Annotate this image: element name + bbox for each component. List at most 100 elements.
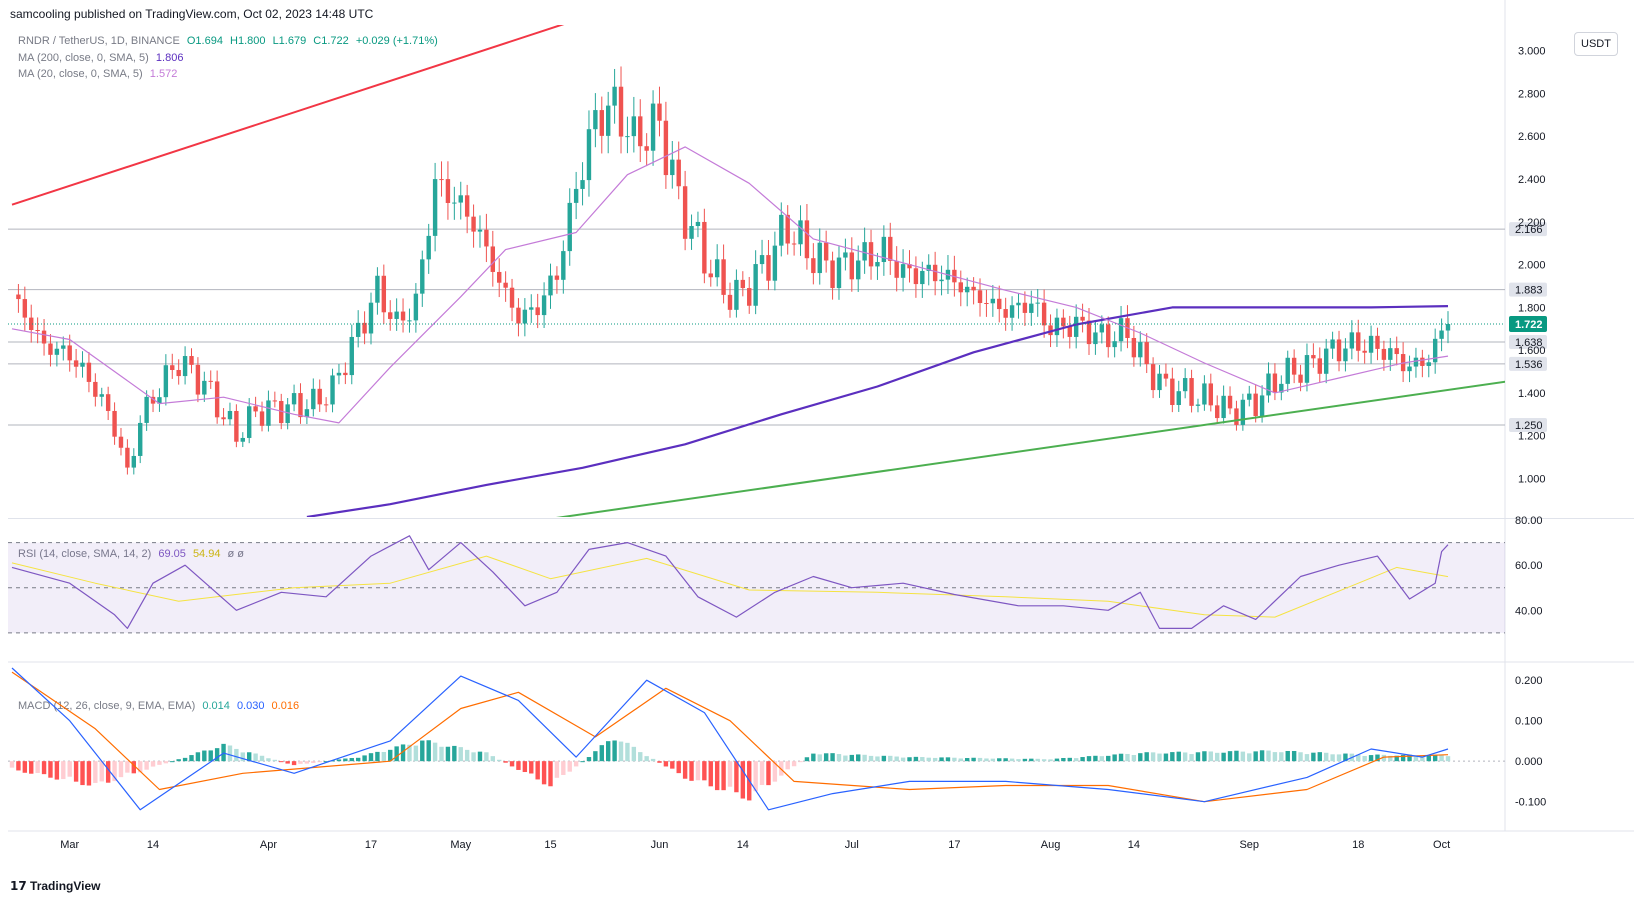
candle-body[interactable] bbox=[856, 260, 861, 280]
support-trendline[interactable] bbox=[518, 378, 1531, 523]
symbol-label[interactable]: RNDR / TetherUS, 1D, BINANCE bbox=[18, 35, 180, 47]
candle-body[interactable] bbox=[1144, 342, 1149, 365]
candle-body[interactable] bbox=[138, 422, 143, 456]
candle-body[interactable] bbox=[1022, 302, 1028, 313]
candle-body[interactable] bbox=[1240, 399, 1246, 425]
candle-body[interactable] bbox=[1150, 364, 1156, 391]
candle-body[interactable] bbox=[823, 242, 829, 261]
candle-body[interactable] bbox=[1163, 373, 1169, 379]
ma20-line[interactable] bbox=[11, 146, 1449, 424]
candle-body[interactable] bbox=[131, 455, 137, 468]
candle-body[interactable] bbox=[336, 372, 342, 376]
candle-body[interactable] bbox=[426, 235, 431, 260]
candle-body[interactable] bbox=[561, 251, 566, 280]
candle-body[interactable] bbox=[875, 262, 880, 267]
candle-body[interactable] bbox=[920, 270, 925, 285]
candle-body[interactable] bbox=[1093, 332, 1098, 345]
candle-body[interactable] bbox=[586, 129, 592, 181]
candle-body[interactable] bbox=[990, 298, 996, 304]
candle-body[interactable] bbox=[464, 195, 470, 217]
candle-body[interactable] bbox=[593, 110, 598, 130]
candle-body[interactable] bbox=[894, 260, 899, 278]
macd-legend[interactable]: MACD (12, 26, close, 9, EMA, EMA) 0.014 … bbox=[18, 700, 299, 712]
candle-body[interactable] bbox=[214, 381, 220, 418]
candle-body[interactable] bbox=[670, 159, 675, 176]
candle-body[interactable] bbox=[208, 380, 213, 382]
candle-body[interactable] bbox=[779, 214, 784, 246]
candle-body[interactable] bbox=[529, 307, 534, 310]
candle-body[interactable] bbox=[1176, 391, 1181, 406]
candle-body[interactable] bbox=[714, 259, 720, 278]
candle-body[interactable] bbox=[695, 221, 701, 227]
candle-body[interactable] bbox=[1138, 342, 1143, 358]
candle-body[interactable] bbox=[1054, 317, 1060, 336]
candle-body[interactable] bbox=[1067, 326, 1072, 337]
candle-body[interactable] bbox=[509, 287, 515, 308]
candle-body[interactable] bbox=[246, 406, 252, 438]
candle-body[interactable] bbox=[1208, 383, 1214, 406]
candle-body[interactable] bbox=[458, 195, 463, 203]
candle-body[interactable] bbox=[240, 437, 245, 442]
macd-line[interactable] bbox=[11, 667, 1449, 811]
candle-body[interactable] bbox=[522, 309, 528, 324]
candle-body[interactable] bbox=[1061, 317, 1066, 327]
candle-body[interactable] bbox=[234, 410, 239, 442]
candle-body[interactable] bbox=[939, 279, 944, 282]
candle-body[interactable] bbox=[311, 388, 316, 410]
candle-body[interactable] bbox=[362, 322, 367, 334]
candle-body[interactable] bbox=[1381, 348, 1387, 360]
candle-body[interactable] bbox=[1118, 318, 1124, 342]
candle-body[interactable] bbox=[689, 226, 694, 239]
candle-body[interactable] bbox=[1221, 395, 1226, 419]
candle-body[interactable] bbox=[298, 393, 303, 418]
candle-body[interactable] bbox=[926, 264, 931, 271]
candle-body[interactable] bbox=[93, 381, 98, 397]
candle-body[interactable] bbox=[1330, 339, 1335, 349]
candle-body[interactable] bbox=[747, 288, 752, 306]
candle-body[interactable] bbox=[48, 343, 53, 355]
candle-body[interactable] bbox=[1317, 358, 1322, 374]
candle-body[interactable] bbox=[202, 380, 207, 395]
candle-body[interactable] bbox=[413, 293, 419, 321]
candle-body[interactable] bbox=[349, 336, 354, 376]
candle-body[interactable] bbox=[984, 303, 989, 305]
candle-body[interactable] bbox=[958, 282, 963, 293]
candle-body[interactable] bbox=[163, 365, 169, 398]
candle-body[interactable] bbox=[541, 295, 547, 316]
candle-body[interactable] bbox=[1016, 302, 1021, 306]
candle-body[interactable] bbox=[1394, 348, 1399, 355]
candle-body[interactable] bbox=[1407, 366, 1412, 372]
candle-body[interactable] bbox=[740, 279, 746, 289]
candle-body[interactable] bbox=[772, 245, 778, 281]
candle-body[interactable] bbox=[599, 110, 604, 136]
candle-body[interactable] bbox=[407, 320, 412, 322]
candle-body[interactable] bbox=[1003, 309, 1008, 318]
candle-body[interactable] bbox=[1285, 357, 1290, 384]
candle-body[interactable] bbox=[625, 136, 630, 138]
candle-body[interactable] bbox=[971, 286, 976, 291]
candle-body[interactable] bbox=[849, 252, 855, 280]
candle-body[interactable] bbox=[221, 417, 226, 420]
candle-body[interactable] bbox=[734, 279, 739, 310]
candle-body[interactable] bbox=[1234, 408, 1239, 425]
candle-body[interactable] bbox=[753, 264, 758, 306]
candle-body[interactable] bbox=[388, 312, 393, 319]
candle-body[interactable] bbox=[580, 180, 585, 189]
candle-body[interactable] bbox=[766, 255, 771, 281]
candle-body[interactable] bbox=[400, 311, 406, 321]
candle-body[interactable] bbox=[73, 360, 79, 367]
candle-body[interactable] bbox=[888, 236, 893, 261]
candle-body[interactable] bbox=[798, 220, 803, 245]
candle-body[interactable] bbox=[836, 257, 842, 289]
candle-body[interactable] bbox=[1029, 303, 1034, 313]
candle-body[interactable] bbox=[1375, 335, 1380, 349]
candle-body[interactable] bbox=[1247, 393, 1252, 400]
candle-body[interactable] bbox=[907, 264, 912, 269]
candle-body[interactable] bbox=[35, 330, 40, 332]
candle-body[interactable] bbox=[86, 362, 92, 382]
rsi-sma-line[interactable] bbox=[11, 555, 1449, 618]
candle-body[interactable] bbox=[1304, 355, 1310, 383]
candle-body[interactable] bbox=[105, 394, 111, 411]
candle-body[interactable] bbox=[785, 214, 790, 244]
